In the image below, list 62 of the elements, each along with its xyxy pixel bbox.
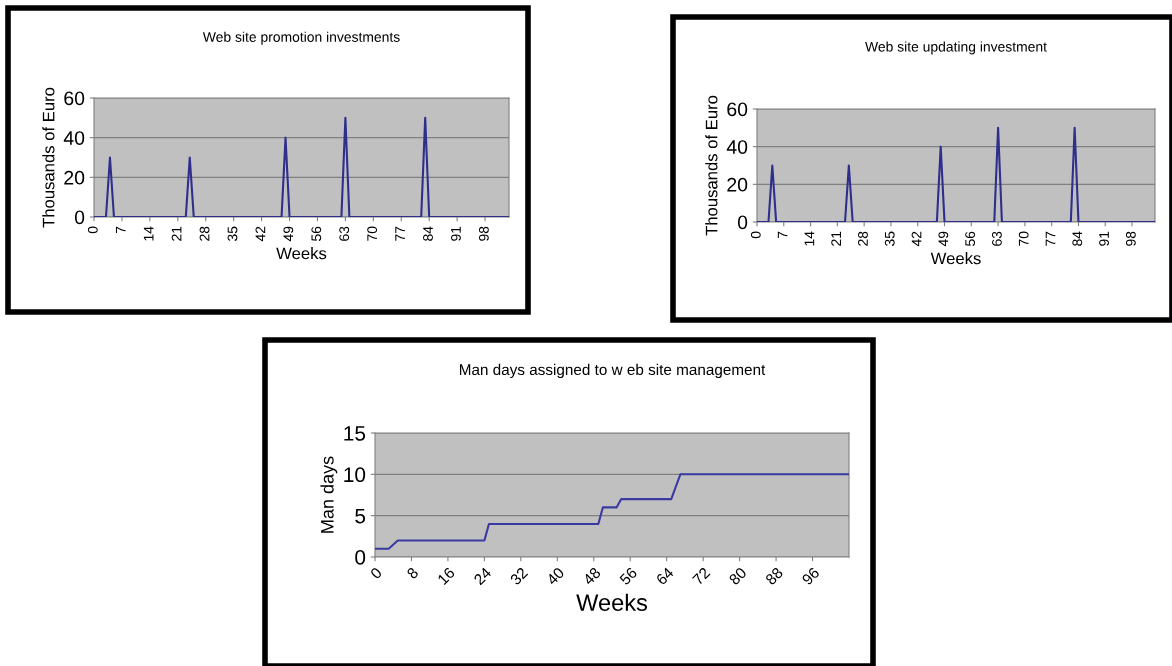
x-tick-label: 35 — [227, 226, 238, 241]
y-tick-label: 5 — [355, 508, 366, 524]
x-tick-label: 40 — [545, 566, 565, 586]
x-tick-label: 21 — [831, 231, 841, 246]
y-axis-title: Thousands of Euro — [42, 87, 55, 228]
chart-title: Man days assigned to w eb site management — [459, 363, 766, 379]
y-tick-label: 10 — [344, 467, 366, 483]
y-tick-label: 20 — [727, 177, 748, 192]
y-tick-label: 15 — [344, 426, 366, 441]
y-tick-label: 60 — [727, 102, 748, 117]
x-tick-label: 98 — [1125, 231, 1136, 246]
y-tick-label: 20 — [64, 170, 85, 185]
x-tick-label: 7 — [777, 231, 788, 239]
y-axis-title: Thousands of Euro — [705, 95, 718, 236]
x-tick-label: 48 — [582, 566, 602, 586]
x-tick-label: 63 — [339, 226, 350, 241]
x-tick-label: 14 — [143, 226, 154, 241]
y-tick-label: 60 — [64, 91, 85, 106]
chart-title: Web site promotion investments — [202, 31, 400, 45]
x-tick-label: 32 — [509, 566, 529, 586]
x-tick-label: 84 — [1072, 231, 1083, 246]
x-tick-label: 49 — [938, 231, 949, 247]
x-tick-label: 8 — [406, 566, 419, 580]
x-tick-label: 72 — [691, 566, 711, 586]
x-tick-label: 98 — [478, 226, 489, 241]
x-tick-label: 35 — [884, 231, 895, 246]
x-tick-label: 80 — [728, 566, 748, 586]
x-tick-label: 77 — [1045, 231, 1056, 246]
x-tick-label: 56 — [618, 566, 638, 586]
x-tick-label: 24 — [473, 566, 492, 586]
x-tick-label: 70 — [367, 226, 378, 241]
x-tick-label: 63 — [991, 231, 1002, 246]
x-tick-label: 0 — [369, 566, 383, 580]
y-tick-label: 0 — [355, 550, 366, 565]
x-tick-label: 28 — [858, 231, 868, 246]
x-tick-label: 84 — [423, 226, 433, 241]
x-axis-title: Weeks — [576, 593, 648, 612]
x-tick-label: 70 — [1018, 231, 1029, 246]
x-tick-label: 96 — [801, 566, 820, 586]
x-axis-title: Weeks — [276, 247, 327, 260]
x-tick-label: 91 — [1099, 231, 1109, 246]
x-tick-label: 7 — [115, 226, 126, 234]
x-tick-label: 56 — [311, 226, 322, 241]
x-tick-label: 88 — [764, 566, 784, 586]
x-tick-label: 14 — [804, 231, 815, 246]
x-tick-label: 42 — [911, 231, 922, 247]
x-tick-label: 16 — [437, 566, 456, 586]
x-tick-label: 64 — [655, 566, 675, 586]
x-tick-label: 42 — [255, 226, 266, 242]
x-tick-label: 0 — [750, 231, 761, 239]
x-tick-label: 0 — [87, 226, 98, 234]
x-axis-title: Weeks — [930, 252, 981, 265]
x-tick-label: 56 — [965, 231, 976, 246]
x-tick-label: 77 — [395, 226, 405, 241]
x-tick-label: 49 — [283, 226, 294, 242]
chart-title: Web site updating investment — [865, 41, 1047, 55]
y-axis-title: Man days — [320, 456, 338, 533]
y-tick-label: 40 — [726, 140, 748, 154]
y-tick-label: 40 — [63, 131, 85, 145]
x-tick-label: 21 — [171, 226, 182, 241]
x-tick-label: 91 — [451, 226, 461, 241]
x-tick-label: 28 — [199, 226, 210, 241]
